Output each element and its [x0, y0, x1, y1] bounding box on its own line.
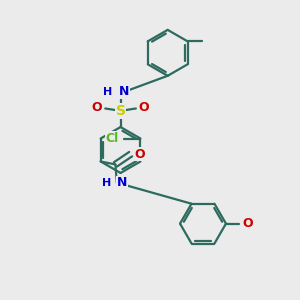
- Text: Cl: Cl: [106, 132, 119, 145]
- Text: H: H: [103, 87, 112, 97]
- Text: N: N: [117, 176, 127, 189]
- Text: O: O: [92, 100, 102, 113]
- Text: O: O: [243, 217, 254, 230]
- Text: H: H: [102, 178, 111, 188]
- Text: S: S: [116, 104, 126, 118]
- Text: O: O: [139, 100, 149, 113]
- Text: N: N: [119, 85, 130, 98]
- Text: O: O: [134, 148, 145, 160]
